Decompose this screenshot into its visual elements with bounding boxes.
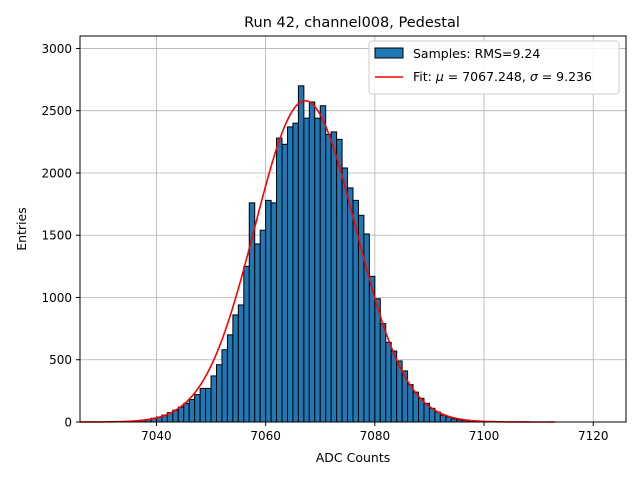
histogram-bar [347,187,354,423]
histogram-bar [205,387,212,423]
plot-frame [79,35,627,423]
histogram-bar [314,117,321,423]
gaussian-fit-line [79,99,556,423]
histogram-bar [216,364,223,423]
x-axis-label: ADC Counts [316,450,391,465]
histogram-bar [297,85,305,423]
legend-samples-label: Samples: RMS=9.24 [413,46,540,61]
histogram-bar [265,199,272,423]
legend-box [368,40,620,95]
histogram-bar [232,314,239,423]
histogram-bar [325,133,332,423]
legend-samples-swatch [374,47,404,59]
histogram-bar [183,402,190,423]
legend: Samples: RMS=9.24 Fit: μ = 7067.248, σ =… [368,40,620,95]
histogram-bar [390,350,398,423]
x-tick-label: 7080 [360,429,391,443]
y-axis-label: Entries [14,207,29,251]
histogram-bar [210,375,217,423]
histogram-bar [226,334,234,423]
histogram-bar [276,137,283,423]
histogram-bar [308,101,316,423]
histogram-bar [237,304,245,423]
histogram-bar [341,167,349,423]
histogram-bar [286,126,294,423]
y-tick-label: 0 [64,416,72,430]
histogram-bar [292,122,299,423]
y-tick-label: 2000 [41,166,72,180]
histogram-bar [319,105,327,423]
histogram-bar [177,406,185,423]
histogram-bar [439,414,447,423]
histogram-bar [221,349,228,423]
histogram-bar [270,202,278,423]
x-tick-label: 7060 [250,429,281,443]
histogram-bar [254,243,261,423]
histogram-bar [336,138,343,423]
histogram-bar [407,384,414,423]
histogram-bar [281,143,288,423]
x-tick-label: 7100 [469,429,500,443]
histogram-bar [330,131,338,423]
chart-title: Run 42, channel008, Pedestal [244,15,460,31]
histogram-bar [199,387,207,423]
x-tick-label: 7040 [141,429,172,443]
axis-ticks: 7040 7060 7080 7100 7120 0 500 1000 1500 2000 2500… [41,42,608,443]
x-tick-label: 7120 [578,429,609,443]
y-tick-label: 3000 [41,42,72,56]
y-tick-label: 500 [49,353,72,367]
histogram-bar [243,265,250,423]
histogram-bar [379,323,387,423]
y-tick-label: 1500 [41,229,72,243]
y-tick-label: 2500 [41,104,72,118]
y-tick-label: 1000 [41,291,72,305]
histogram-bar [194,394,201,423]
histogram-bar [445,416,452,423]
histogram-bar [188,399,196,423]
histogram-bar [412,391,420,423]
histogram-bar [259,229,267,423]
histogram-bar [303,117,310,423]
histogram-bar [374,298,381,423]
histogram-bar [385,341,392,423]
legend-fit-label: Fit: μ = 7067.248, σ = 9.236 [413,69,592,84]
